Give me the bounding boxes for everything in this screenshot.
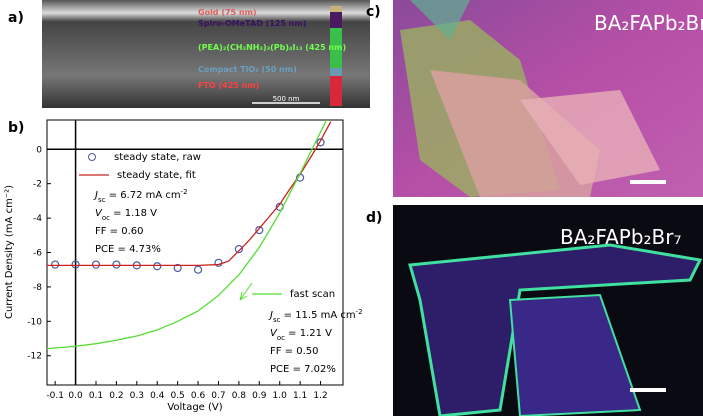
annotation-part: V <box>270 328 278 339</box>
annotation: Voc = 1.21 V <box>270 328 332 342</box>
annotation-part: FF = 0.50 <box>270 346 319 357</box>
annotation-part: -2 <box>356 308 363 316</box>
y-tick-label: -6 <box>33 249 42 259</box>
scale-label: 500 nm <box>273 95 300 103</box>
y-tick-label: -2 <box>33 180 42 190</box>
annotation-part: PCE = 7.02% <box>270 364 336 375</box>
series-line <box>47 120 328 350</box>
y-tick-label: -8 <box>33 283 42 293</box>
annotation-part: J <box>268 310 273 321</box>
scale-bar <box>630 180 666 184</box>
data-point <box>153 262 162 271</box>
annotation-part: oc <box>102 214 110 222</box>
flake <box>430 70 600 197</box>
annotation: Jsc = 6.72 mA cm-2 <box>93 188 188 204</box>
annotation-part: = 6.72 mA cm <box>105 190 180 201</box>
annotation-part: V <box>95 208 103 219</box>
x-tick-label: 1.2 <box>313 391 327 401</box>
legend-label: fast scan <box>290 289 335 300</box>
x-tick-label: 0.6 <box>191 391 206 401</box>
legend-marker <box>88 153 96 161</box>
y-tick-label: -10 <box>27 317 42 327</box>
panel-label: d) <box>366 210 382 226</box>
data-point <box>71 260 80 269</box>
data-point <box>316 138 325 147</box>
y-axis-label: Current Density (mA cm⁻²) <box>4 185 15 319</box>
x-tick-label: 0.0 <box>68 391 83 401</box>
data-point <box>234 244 243 254</box>
x-axis-label: Voltage (V) <box>167 402 222 413</box>
layer-bar <box>330 6 342 12</box>
layer-bar <box>330 68 342 76</box>
panel-label: c) <box>366 4 381 20</box>
x-tick-label: 0.3 <box>130 391 144 401</box>
flake <box>520 90 660 185</box>
x-tick-label: 1.0 <box>273 391 288 401</box>
annotation: PCE = 7.02% <box>270 364 336 375</box>
arrow <box>239 282 253 301</box>
annotation: FF = 0.50 <box>270 346 319 357</box>
y-tick-label: -4 <box>33 214 42 224</box>
annotation: FF = 0.60 <box>95 226 144 237</box>
series-line <box>47 121 332 267</box>
annotation-part: sc <box>273 316 281 324</box>
data-point <box>112 260 121 269</box>
panel-label: a) <box>8 10 24 26</box>
x-tick-label: 0.7 <box>211 391 225 401</box>
y-tick-label: -12 <box>27 352 42 362</box>
data-point <box>51 260 60 269</box>
layer-label: Gold (75 nm) <box>198 8 257 17</box>
x-tick-label: 0.5 <box>170 391 184 401</box>
x-tick-label: 1.1 <box>293 391 307 401</box>
annotation-part: = 11.5 mA cm <box>280 310 355 321</box>
annotation: Voc = 1.18 V <box>95 208 157 222</box>
annotation: PCE = 4.73% <box>95 244 161 255</box>
annotation-part: -2 <box>181 188 188 196</box>
x-tick-label: 0.2 <box>109 391 123 401</box>
annotation-part: oc <box>277 334 285 342</box>
layer-bar <box>330 28 342 68</box>
x-tick-label: 0.8 <box>232 391 247 401</box>
annotation-part: = 1.21 V <box>285 328 332 339</box>
data-point <box>173 263 182 273</box>
layer-bar <box>330 12 342 28</box>
legend-label: steady state, raw <box>114 152 201 163</box>
data-point <box>193 265 203 274</box>
annotation-part: FF = 0.60 <box>95 226 144 237</box>
annotation-part: J <box>93 190 98 201</box>
flake <box>508 293 642 418</box>
annotation-part: PCE = 4.73% <box>95 244 161 255</box>
annotation-part: sc <box>98 196 106 204</box>
layer-bar <box>330 76 342 106</box>
annotation: Jsc = 11.5 mA cm-2 <box>268 308 363 324</box>
layer-label: Compact TiO₂ (50 nm) <box>198 65 297 74</box>
x-tick-label: 0.4 <box>150 391 165 401</box>
sem-image <box>42 0 370 108</box>
data-point <box>91 260 101 269</box>
x-tick-label: -0.1 <box>46 391 64 401</box>
panel-title: BA₂FAPb₂Br₇ <box>560 225 682 249</box>
panel-label: b) <box>8 120 24 136</box>
x-tick-label: 0.1 <box>89 391 103 401</box>
layer-label: (PEA)₂(CH₃NH₃)₃(Pb)₄I₁₃ (425 nm) <box>198 43 346 52</box>
y-tick-label: 0 <box>36 145 42 155</box>
scale-bar <box>630 388 666 392</box>
flake <box>408 243 703 418</box>
x-tick-label: 0.9 <box>252 391 267 401</box>
jv-chart: b) Voltage (V) Current Density (mA cm⁻²)… <box>4 119 363 413</box>
legend-label: steady state, fit <box>117 170 196 181</box>
panel-title: BA₂FAPb₂Br₇ <box>594 11 703 35</box>
data-point <box>255 226 264 235</box>
flake <box>410 0 470 40</box>
layer-label: Spiro-OMeTAD (125 nm) <box>198 19 306 28</box>
annotation-part: = 1.18 V <box>110 208 157 219</box>
layer-label: FTO (425 nm) <box>198 81 259 90</box>
